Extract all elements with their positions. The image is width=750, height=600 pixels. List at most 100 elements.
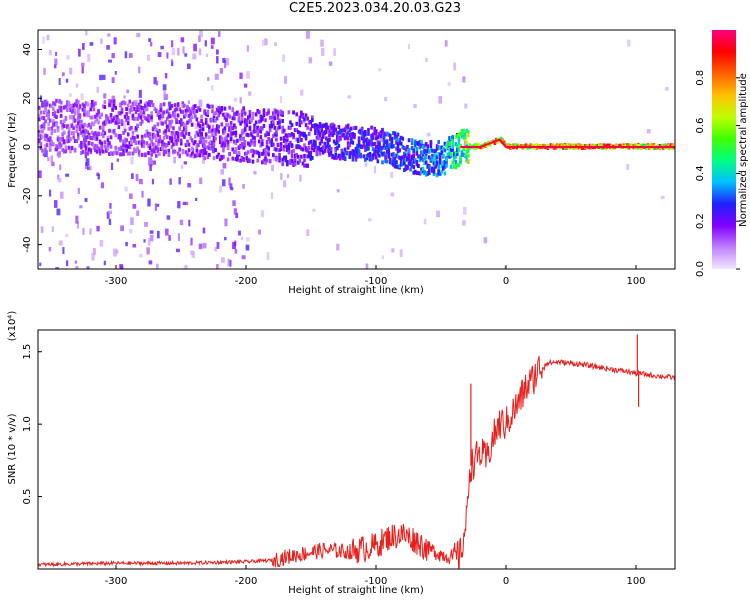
- heatmap-cell: [245, 123, 249, 128]
- heatmap-cell: [198, 35, 201, 42]
- heatmap-cell: [163, 91, 167, 99]
- heatmap-cell: [190, 146, 194, 151]
- heatmap-cell: [72, 103, 75, 108]
- heatmap-cell: [137, 102, 141, 107]
- heatmap-cell: [150, 100, 153, 105]
- heatmap-cell: [91, 99, 94, 104]
- heatmap-cell: [156, 132, 160, 137]
- heatmap-cell: [423, 156, 426, 161]
- heatmap-cell: [524, 143, 528, 147]
- heatmap-cell: [126, 132, 130, 137]
- heatmap-cell: [133, 138, 136, 143]
- heatmap-cell: [193, 43, 197, 52]
- heatmap-cell: [292, 133, 295, 138]
- heatmap-cell: [192, 154, 196, 159]
- heatmap-cell: [359, 154, 362, 159]
- heatmap-cell: [55, 122, 58, 127]
- heatmap-cell: [462, 128, 465, 133]
- heatmap-cell: [437, 171, 440, 176]
- heatmap-cell: [86, 130, 89, 135]
- heatmap-cell: [181, 150, 185, 155]
- x-tick-label: 0: [503, 576, 509, 587]
- heatmap-cell: [140, 134, 144, 139]
- heatmap-cell: [248, 142, 252, 147]
- colorbar-tick-label: 0.4: [695, 165, 706, 181]
- heatmap-cell: [457, 163, 461, 168]
- heatmap-cell: [226, 157, 230, 162]
- heatmap-cell: [259, 115, 263, 120]
- heatmap-cell: [637, 146, 640, 150]
- heatmap-cell: [256, 150, 259, 155]
- y-tick-label: 1.5: [22, 344, 33, 360]
- heatmap-cell: [150, 152, 153, 157]
- heatmap-cell: [140, 152, 144, 157]
- heatmap-cell: [311, 146, 314, 151]
- heatmap-cell: [183, 161, 188, 165]
- heatmap-cell: [211, 85, 214, 91]
- heatmap-cell: [272, 115, 275, 120]
- heatmap-cell: [668, 146, 671, 150]
- heatmap-cell: [278, 120, 281, 125]
- heatmap-cell: [173, 156, 176, 164]
- heatmap-cell: [473, 143, 476, 147]
- heatmap-cell: [133, 106, 136, 111]
- heatmap-cell: [89, 42, 94, 46]
- heatmap-cell: [103, 105, 107, 110]
- heatmap-cell: [421, 169, 425, 174]
- heatmap-cell: [403, 161, 406, 166]
- heatmap-cell: [290, 158, 294, 163]
- heatmap-cell: [65, 234, 69, 238]
- heatmap-cell: [147, 102, 150, 107]
- heatmap-cell: [62, 130, 66, 135]
- heatmap-cell: [69, 137, 72, 142]
- heatmap-cell: [463, 137, 467, 142]
- heatmap-cell: [401, 155, 405, 160]
- heatmap-cell: [97, 110, 100, 115]
- heatmap-cell: [437, 145, 440, 150]
- heatmap-cell: [43, 99, 48, 108]
- heatmap-cell: [119, 111, 122, 116]
- heatmap-cell: [641, 143, 645, 147]
- heatmap-cell: [128, 140, 132, 145]
- heatmap-cell: [652, 146, 656, 150]
- heatmap-cell: [132, 204, 137, 209]
- heatmap-cell: [332, 128, 336, 133]
- heatmap-cell: [251, 116, 255, 121]
- heatmap-cell: [387, 148, 391, 153]
- heatmap-cell: [417, 154, 420, 159]
- heatmap-cell: [373, 151, 376, 156]
- heatmap-cell: [48, 147, 52, 152]
- heatmap-cell: [172, 113, 175, 118]
- heatmap-cell: [242, 106, 245, 111]
- heatmap-cell: [149, 230, 154, 234]
- heatmap-cell: [82, 135, 87, 142]
- heatmap-cell: [130, 156, 134, 165]
- heatmap-cell: [253, 142, 256, 147]
- heatmap-cell: [398, 148, 401, 153]
- heatmap-cell: [66, 108, 69, 113]
- heatmap-cell: [367, 152, 370, 157]
- heatmap-cell: [629, 143, 632, 147]
- heatmap-cell: [226, 146, 230, 151]
- heatmap-cell: [44, 144, 47, 149]
- heatmap-cell: [176, 131, 180, 136]
- heatmap-cell: [520, 144, 523, 148]
- heatmap-cell: [247, 115, 250, 120]
- heatmap-cell: [574, 144, 578, 148]
- heatmap-cell: [261, 126, 264, 131]
- heatmap-cell: [254, 112, 258, 117]
- heatmap-cell: [153, 143, 157, 148]
- heatmap-cell: [48, 246, 52, 252]
- heatmap-cell: [154, 203, 157, 211]
- heatmap-cell: [73, 102, 77, 107]
- heatmap-cell: [287, 145, 291, 150]
- heatmap-cell: [123, 140, 127, 145]
- heatmap-cell: [339, 130, 342, 135]
- heatmap-cell: [596, 143, 600, 147]
- heatmap-cell: [484, 144, 487, 148]
- heatmap-cell: [267, 136, 270, 141]
- heatmap-cell: [381, 129, 384, 134]
- heatmap-cell: [272, 134, 275, 139]
- heatmap-cell: [122, 100, 125, 105]
- heatmap-cell: [229, 183, 233, 189]
